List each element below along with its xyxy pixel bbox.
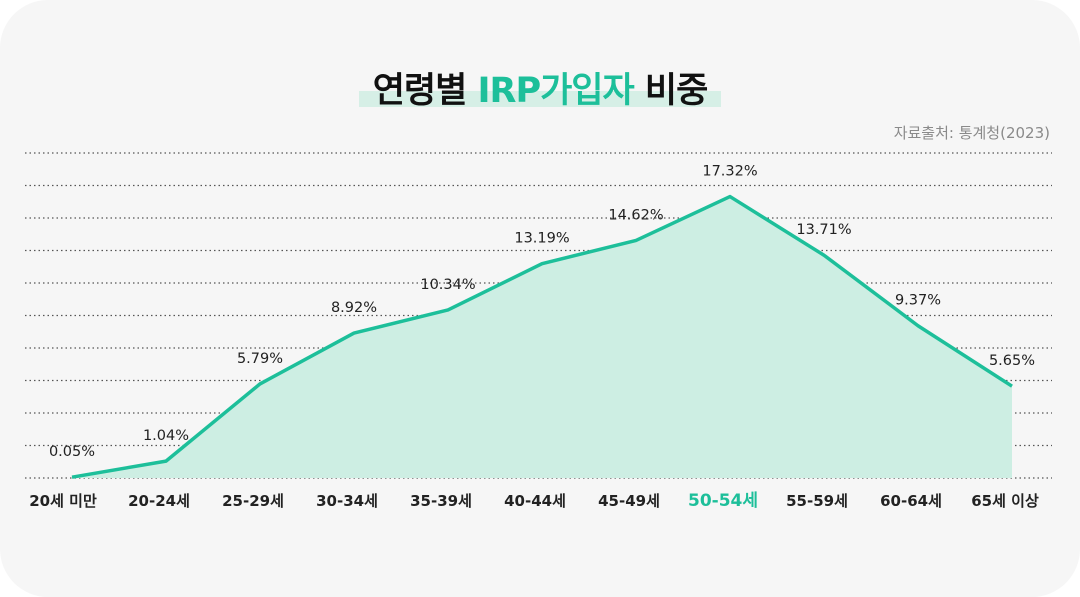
x-tick-label: 35-39세 [410, 492, 472, 510]
area-fill [72, 196, 1012, 479]
x-tick-label: 65세 이상 [971, 492, 1039, 510]
title-suffix: 비중 [633, 71, 708, 111]
title-accent: IRP가입자 [477, 71, 634, 111]
data-label: 1.04% [143, 428, 189, 444]
x-tick-label: 40-44세 [504, 492, 566, 510]
x-tick-label: 55-59세 [786, 492, 848, 510]
x-tick-label: 60-64세 [880, 492, 942, 510]
data-label: 13.19% [514, 231, 569, 247]
x-tick-label-highlight: 50-54세 [688, 491, 758, 511]
data-label: 5.79% [237, 351, 283, 367]
chart-title: 연령별 IRP가입자 비중 [358, 62, 722, 113]
data-label: 17.32% [702, 164, 757, 180]
title-highlight-bar [358, 91, 722, 107]
data-label: 13.71% [796, 222, 851, 238]
source-note: 자료출처: 통계청(2023) [893, 124, 1050, 142]
title-wrap: 연령별 IRP가입자 비중 [0, 62, 1080, 113]
data-label: 5.65% [989, 353, 1035, 369]
data-label: 10.34% [420, 277, 475, 293]
series-line [71, 194, 1013, 479]
title-prefix: 연령별 [372, 71, 478, 111]
x-tick-label: 20-24세 [128, 492, 190, 510]
data-label: 14.62% [608, 207, 663, 223]
x-axis-ticks: 20세 미만 20-24세 25-29세 30-34세 35-39세 40-44세 45-4… [29, 491, 1039, 511]
x-tick-label: 20세 미만 [29, 492, 97, 510]
x-tick-label: 45-49세 [598, 492, 660, 510]
x-tick-label: 30-34세 [316, 492, 378, 510]
data-label: 8.92% [331, 300, 377, 316]
data-label: 0.05% [49, 444, 95, 460]
data-labels: 0.05% 1.04% 5.79% 8.92% 10.34% 13.19% 14.62% 17… [49, 164, 1035, 461]
data-label: 9.37% [895, 293, 941, 309]
x-tick-label: 25-29세 [222, 492, 284, 510]
